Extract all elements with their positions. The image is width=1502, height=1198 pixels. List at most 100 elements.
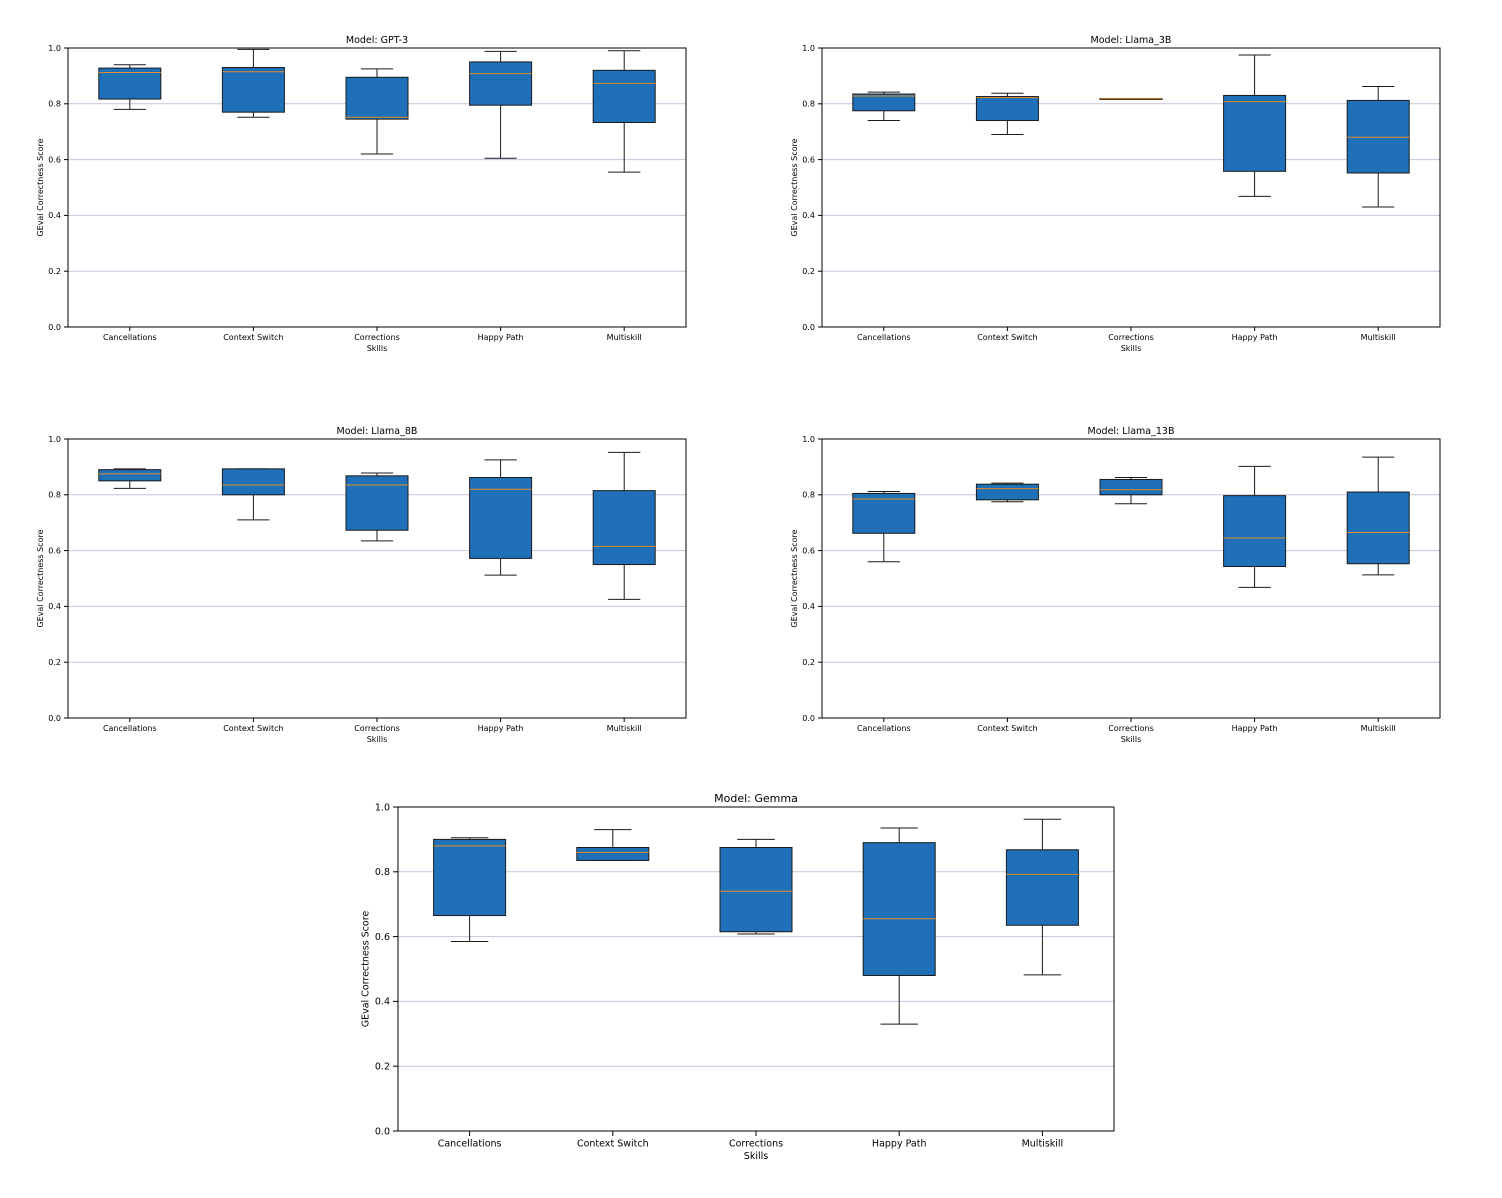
- y-axis-label: GEval Correctness Score: [790, 138, 799, 236]
- box-2: [1099, 97, 1163, 100]
- chart-panel-0: 0.0 0.2 0.4 0.6 0.8 1.0 Cancellations Context S…: [36, 35, 687, 353]
- x-tick-label: Happy Path: [1232, 333, 1278, 342]
- iqr-box: [592, 69, 656, 123]
- axes-frame: [821, 47, 1441, 328]
- y-tick-label: 0.6: [802, 546, 815, 555]
- x-tick-label: Multiskill: [1361, 724, 1396, 733]
- box-3: [1223, 465, 1287, 588]
- box-0: [852, 91, 916, 122]
- y-tick-label: 0.4: [375, 997, 390, 1008]
- y-tick-label: 0.0: [802, 323, 815, 332]
- box-4: [592, 451, 656, 600]
- chart-title: Model: Llama_8B: [337, 426, 418, 437]
- x-tick-label: Happy Path: [1232, 724, 1278, 733]
- x-tick-label: Cancellations: [103, 724, 157, 733]
- iqr-box: [98, 67, 162, 100]
- box-0: [852, 490, 916, 563]
- x-tick-label: Multiskill: [607, 333, 642, 342]
- box-3: [1223, 54, 1287, 197]
- y-axis-label: GEval Correctness Score: [360, 911, 371, 1028]
- y-tick-label: 0.4: [48, 211, 61, 220]
- y-tick-label: 0.2: [48, 267, 61, 276]
- iqr-box: [975, 483, 1039, 501]
- y-tick-label: 1.0: [48, 44, 61, 53]
- y-tick-label: 0.0: [802, 714, 815, 723]
- y-tick-label: 0.4: [802, 211, 815, 220]
- box-4: [1005, 818, 1079, 976]
- iqr-box: [1346, 491, 1410, 565]
- y-tick-label: 0.4: [48, 602, 61, 611]
- box-1: [221, 468, 285, 521]
- y-tick-label: 0.4: [802, 602, 815, 611]
- iqr-box: [862, 842, 936, 976]
- box-3: [862, 827, 936, 1025]
- y-tick-label: 0.2: [48, 658, 61, 667]
- x-tick-label: Context Switch: [577, 1139, 649, 1150]
- iqr-box: [345, 475, 409, 531]
- box-1: [975, 92, 1039, 135]
- x-axis-label: Skills: [367, 735, 388, 744]
- box-0: [98, 468, 162, 489]
- y-axis-label: GEval Correctness Score: [790, 529, 799, 627]
- x-tick-label: Corrections: [1108, 333, 1154, 342]
- chart-panel-1: 0.0 0.2 0.4 0.6 0.8 1.0 Cancellations Context S…: [790, 35, 1441, 353]
- x-axis-label: Skills: [1121, 735, 1142, 744]
- x-axis-label: Skills: [1121, 344, 1142, 353]
- x-tick-label: Cancellations: [438, 1139, 502, 1150]
- y-tick-label: 0.0: [375, 1126, 390, 1137]
- box-3: [469, 50, 533, 159]
- x-tick-label: Corrections: [1108, 724, 1154, 733]
- box-4: [1346, 86, 1410, 208]
- y-tick-label: 0.8: [48, 491, 61, 500]
- box-4: [592, 50, 656, 173]
- chart-title: Model: Gemma: [714, 792, 798, 805]
- iqr-box: [1005, 849, 1079, 926]
- y-tick-label: 0.2: [802, 267, 815, 276]
- x-tick-label: Context Switch: [223, 724, 283, 733]
- iqr-box: [719, 847, 793, 933]
- x-tick-label: Cancellations: [857, 724, 911, 733]
- iqr-box: [1099, 478, 1163, 496]
- y-tick-label: 0.8: [802, 491, 815, 500]
- y-tick-label: 0.6: [48, 155, 61, 164]
- box-2: [345, 68, 409, 155]
- chart-panel-4: 0.0 0.2 0.4 0.6 0.8 1.0 Cancellations Context S…: [360, 792, 1115, 1162]
- y-tick-label: 0.8: [48, 100, 61, 109]
- iqr-box: [221, 468, 285, 496]
- x-tick-label: Cancellations: [857, 333, 911, 342]
- iqr-box: [469, 61, 533, 106]
- box-2: [1099, 477, 1163, 505]
- box-1: [576, 829, 650, 861]
- iqr-box: [1223, 94, 1287, 172]
- y-tick-label: 1.0: [48, 435, 61, 444]
- box-3: [469, 459, 533, 576]
- x-axis-label: Skills: [367, 344, 388, 353]
- x-tick-label: Cancellations: [103, 333, 157, 342]
- x-tick-label: Corrections: [354, 333, 400, 342]
- chart-title: Model: Llama_3B: [1091, 35, 1172, 46]
- x-tick-label: Happy Path: [872, 1139, 927, 1150]
- chart-panel-3: 0.0 0.2 0.4 0.6 0.8 1.0 Cancellations Context S…: [790, 426, 1441, 744]
- y-tick-label: 0.2: [375, 1062, 390, 1073]
- x-tick-label: Multiskill: [1022, 1139, 1064, 1150]
- box-0: [98, 64, 162, 110]
- x-tick-label: Corrections: [729, 1139, 783, 1150]
- chart-panel-2: 0.0 0.2 0.4 0.6 0.8 1.0 Cancellations Context S…: [36, 426, 687, 744]
- iqr-box: [98, 469, 162, 482]
- iqr-box: [1346, 99, 1410, 174]
- iqr-box: [433, 838, 507, 917]
- box-4: [1346, 456, 1410, 576]
- y-tick-label: 1.0: [802, 435, 815, 444]
- y-tick-label: 0.2: [802, 658, 815, 667]
- y-tick-label: 0.0: [48, 714, 61, 723]
- iqr-box: [221, 67, 285, 113]
- y-tick-label: 1.0: [802, 44, 815, 53]
- y-axis-label: GEval Correctness Score: [36, 138, 45, 236]
- x-tick-label: Context Switch: [223, 333, 283, 342]
- box-0: [433, 837, 507, 942]
- y-tick-label: 1.0: [375, 802, 390, 813]
- iqr-box: [576, 847, 650, 861]
- box-1: [975, 482, 1039, 503]
- iqr-box: [345, 76, 409, 120]
